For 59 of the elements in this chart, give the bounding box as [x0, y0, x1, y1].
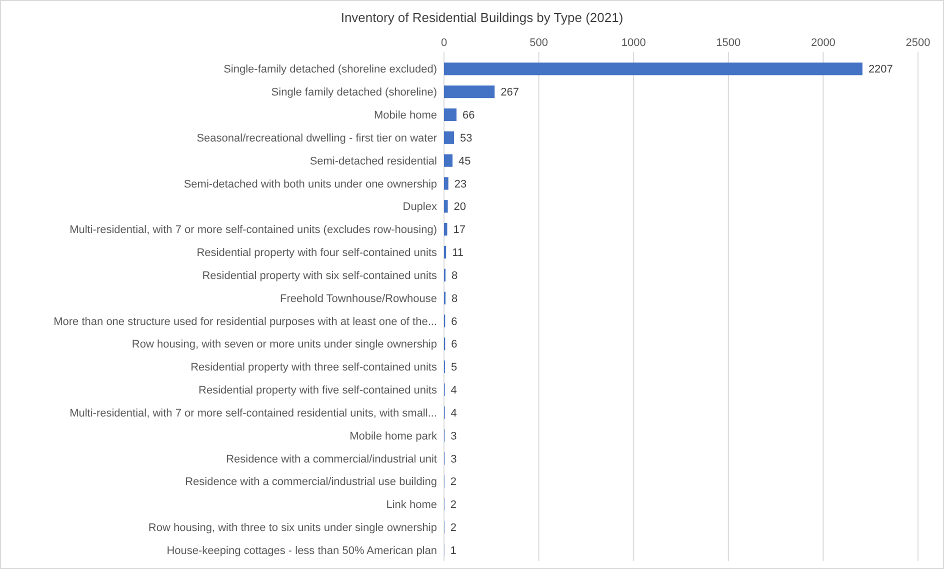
y-tick-label: Row housing, with three to six units under single ownership: [148, 522, 437, 534]
y-tick-label: Row housing, with seven or more units under single ownership: [132, 338, 437, 351]
chart-title: Inventory of Residential Buildings by Type (2021): [340, 10, 624, 25]
data-label: 6: [451, 338, 458, 351]
y-tick-label: Mobile home: [374, 110, 437, 122]
bar: [444, 108, 457, 122]
y-tick-label: Residence with a commercial/industrial use building: [185, 476, 437, 488]
data-label: 17: [453, 224, 466, 236]
bar: [444, 222, 448, 236]
data-label: 267: [500, 86, 519, 99]
data-label: 66: [462, 110, 475, 122]
y-tick-label: Residential property with three self-contained units: [190, 362, 438, 374]
data-label: 53: [460, 132, 472, 144]
y-tick-label: Residential property with five self-contained units: [198, 384, 438, 397]
data-label: 2: [450, 476, 457, 488]
x-tick-label: 2500: [906, 37, 930, 49]
y-tick-label: Mobile home park: [350, 430, 438, 442]
y-tick-label: Residence with a commercial/industrial unit: [226, 453, 437, 466]
x-tick-label: 1000: [621, 37, 646, 49]
y-tick-label: Single-family detached (shoreline excluded): [224, 64, 437, 76]
bar: [444, 177, 448, 190]
x-tick-label: 1500: [716, 37, 741, 49]
y-tick-label: Seasonal/recreational dwelling - first tier on water: [196, 132, 438, 144]
data-label: 2207: [868, 64, 893, 76]
data-label: 11: [452, 247, 464, 260]
y-tick-label: Link home: [386, 499, 437, 512]
data-label: 23: [454, 178, 467, 190]
data-label: 3: [450, 453, 457, 466]
data-label: 45: [458, 155, 471, 168]
bar: [444, 131, 454, 144]
y-tick-label: Semi-detached residential: [310, 155, 437, 168]
y-tick-label: Residential property with six self-contained units: [202, 270, 438, 282]
bar: [444, 62, 862, 76]
data-label: 5: [450, 362, 458, 374]
y-tick-label: More than one structure used for residential purposes with at least one of the...: [54, 316, 437, 328]
data-label: 4: [450, 384, 457, 397]
data-label: 8: [452, 292, 458, 305]
y-tick-label: Single family detached (shoreline): [271, 86, 437, 99]
data-label: 3: [450, 430, 457, 442]
data-label: 2: [450, 522, 457, 534]
x-tick-label: 0: [440, 37, 448, 49]
y-tick-label: House-keeping cottages - less than 50% American plan: [166, 544, 437, 557]
y-tick-label: Multi-residential, with 7 or more self-contained residential units, with small...: [70, 407, 437, 420]
x-tick-label: 2000: [810, 37, 836, 49]
data-label: 20: [454, 201, 466, 214]
data-label: 6: [451, 316, 458, 328]
y-tick-label: Semi-detached with both units under one ownership: [184, 178, 437, 190]
data-label: 8: [452, 270, 458, 282]
bar: [444, 200, 448, 213]
y-tick-label: Freehold Townhouse/Rowhouse: [280, 292, 437, 305]
data-label: 4: [450, 407, 457, 420]
bar: [444, 86, 495, 98]
data-label: 2: [450, 499, 457, 512]
x-tick-label: 500: [530, 37, 548, 49]
y-tick-label: Multi-residential, with 7 or more self-contained units (excludes row-housing): [70, 224, 437, 236]
y-tick-label: Duplex: [402, 201, 438, 214]
data-label: 1: [450, 544, 456, 557]
y-tick-label: Residential property with four self-contained units: [196, 247, 438, 260]
bar: [444, 154, 453, 167]
